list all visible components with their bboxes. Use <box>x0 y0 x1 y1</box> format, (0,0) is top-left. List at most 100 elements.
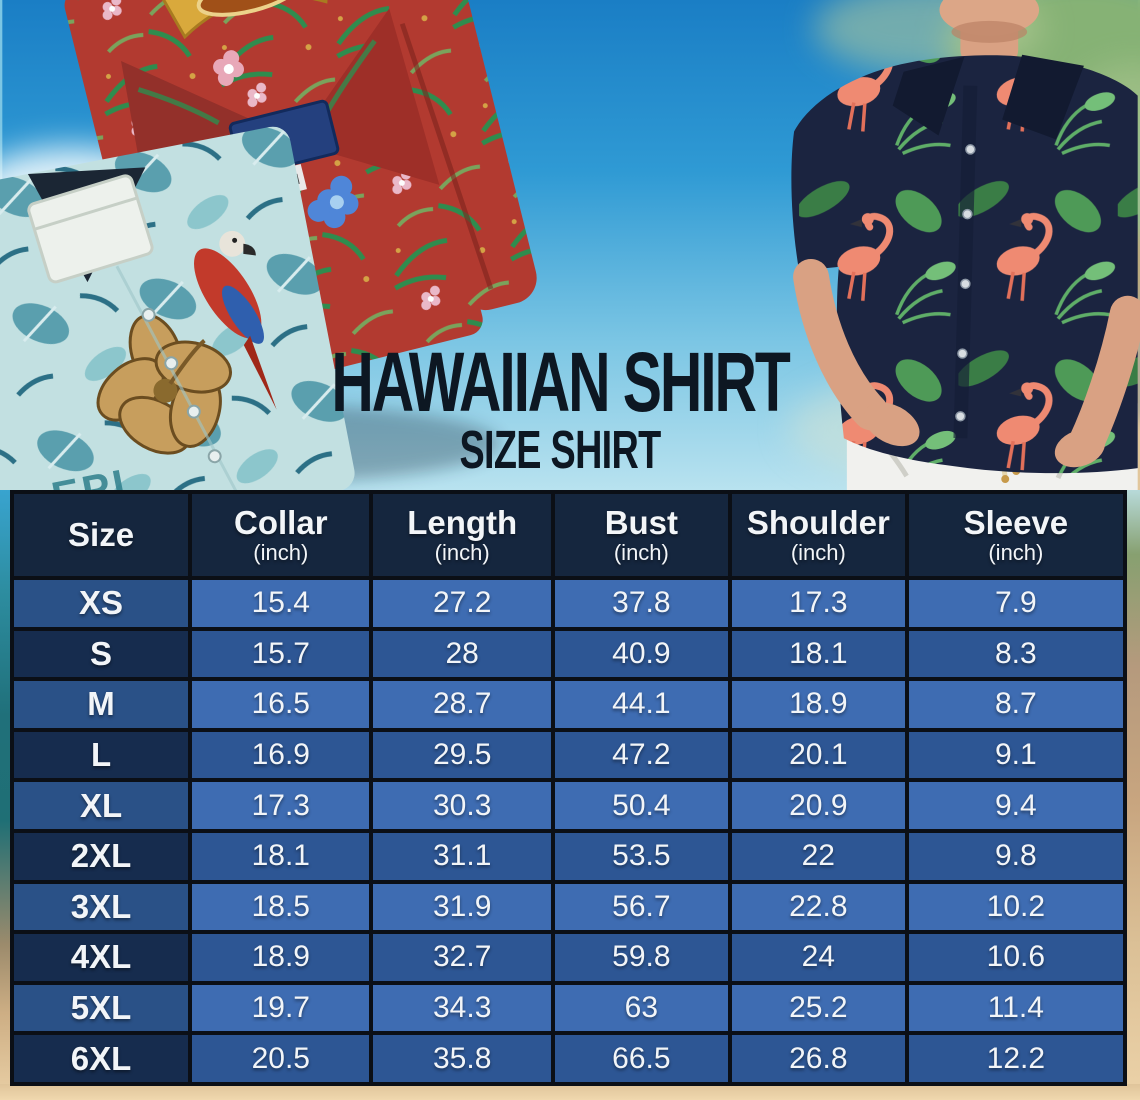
size-cell: 4XL <box>12 932 191 983</box>
value-cell: 10.2 <box>906 881 1125 933</box>
table-body: XS 15.4 27.2 37.8 17.3 7.9 S 15.7 28 40.9 18.1 8.3 M… <box>12 578 1125 1084</box>
table-row: 6XL 20.5 35.8 66.5 26.8 12.2 <box>12 1033 1125 1084</box>
column-header-label: Collar <box>234 504 328 542</box>
value-cell: 18.9 <box>729 679 907 730</box>
value-cell: 44.1 <box>552 679 730 730</box>
value-cell: 50.4 <box>552 780 730 831</box>
value-cell: 26.8 <box>729 1033 907 1084</box>
value-cell: 16.9 <box>190 729 372 781</box>
value-cell: 56.7 <box>552 881 730 933</box>
value-cell: 15.7 <box>190 628 372 680</box>
size-cell: S <box>12 628 191 680</box>
size-cell: XS <box>12 578 191 629</box>
teal-shirt-buttons <box>141 307 222 464</box>
folded-shirts-photo: M <box>0 0 537 490</box>
table-row: M 16.5 28.7 44.1 18.9 8.7 <box>12 679 1125 730</box>
value-cell: 10.6 <box>906 932 1125 983</box>
table-row: XS 15.4 27.2 37.8 17.3 7.9 <box>12 578 1125 629</box>
parrot <box>194 230 277 410</box>
value-cell: 18.5 <box>190 881 372 933</box>
value-cell: 22.8 <box>729 881 907 933</box>
hero-photo-collage: M <box>0 0 1140 490</box>
column-header-unit: (inch) <box>790 539 846 565</box>
table-row: 2XL 18.1 31.1 53.5 22 9.8 <box>12 830 1125 882</box>
value-cell: 20.9 <box>729 780 907 831</box>
value-cell: 18.1 <box>729 628 907 680</box>
column-header-label: Sleeve <box>963 504 1069 542</box>
page-subtitle: SIZE SHIRT <box>459 420 662 481</box>
value-cell: 9.8 <box>906 830 1125 882</box>
blue-hibiscus <box>307 175 359 229</box>
value-cell: 37.8 <box>552 578 730 629</box>
value-cell: 29.5 <box>371 729 553 781</box>
table-row: 5XL 19.7 34.3 63 25.2 11.4 <box>12 982 1125 1034</box>
hibiscus-flower <box>96 314 232 455</box>
value-cell: 66.5 <box>552 1033 730 1084</box>
value-cell: 17.3 <box>729 578 907 629</box>
value-cell: 8.3 <box>906 628 1125 680</box>
value-cell: 47.2 <box>552 729 730 781</box>
column-header-unit: (inch) <box>253 539 309 565</box>
title-block: HAWAIIAN SHIRT SIZE SHIRT <box>0 340 1120 481</box>
value-cell: 18.9 <box>190 932 372 983</box>
size-cell: XL <box>12 780 191 831</box>
column-header-label: Length <box>407 504 518 542</box>
column-header-unit: (inch) <box>988 539 1044 565</box>
value-cell: 28 <box>371 628 553 680</box>
value-cell: 40.9 <box>552 628 730 680</box>
table-row: 4XL 18.9 32.7 59.8 24 10.6 <box>12 932 1125 983</box>
column-header: Collar (inch) <box>190 492 372 578</box>
size-table: Size Collar (inch) Length (inch) Bust (i… <box>10 490 1127 1086</box>
size-cell: 5XL <box>12 982 191 1034</box>
value-cell: 53.5 <box>552 830 730 882</box>
chest-pocket <box>27 174 154 284</box>
value-cell: 34.3 <box>371 982 553 1034</box>
teal-hawaiian-shirt: EPL <box>0 126 355 490</box>
value-cell: 24 <box>729 932 907 983</box>
column-header: Sleeve (inch) <box>906 492 1125 578</box>
column-header: Shoulder (inch) <box>729 492 907 578</box>
value-cell: 8.7 <box>906 679 1125 730</box>
table-header-row: Size Collar (inch) Length (inch) Bust (i… <box>12 492 1125 578</box>
value-cell: 32.7 <box>371 932 553 983</box>
model-right-hand <box>1054 429 1106 468</box>
left-background-strip <box>0 480 13 1100</box>
column-header-label: Size <box>68 515 135 553</box>
value-cell: 9.1 <box>906 729 1125 781</box>
table-row: 3XL 18.5 31.9 56.7 22.8 10.2 <box>12 881 1125 933</box>
sand-bottom-strip <box>0 1084 1140 1100</box>
shirt-collar <box>892 54 1084 140</box>
value-cell: 15.4 <box>190 578 372 629</box>
value-cell: 25.2 <box>729 982 907 1034</box>
column-header-unit: (inch) <box>434 539 490 565</box>
right-background-strip <box>1126 480 1140 1100</box>
column-header: Size <box>12 492 191 578</box>
model-left-hand <box>863 402 920 447</box>
shirt-buttons <box>955 144 976 422</box>
gold-brand-banner <box>159 0 330 40</box>
value-cell: 30.3 <box>371 780 553 831</box>
pink-plumeria <box>213 50 244 86</box>
value-cell: 9.4 <box>906 780 1125 831</box>
value-cell: 31.9 <box>371 881 553 933</box>
model-photo <box>791 0 1140 490</box>
value-cell: 11.4 <box>906 982 1125 1034</box>
size-cell: 6XL <box>12 1033 191 1084</box>
size-cell: L <box>12 729 191 781</box>
value-cell: 20.1 <box>729 729 907 781</box>
value-cell: 17.3 <box>190 780 372 831</box>
table-row: S 15.7 28 40.9 18.1 8.3 <box>12 628 1125 680</box>
value-cell: 7.9 <box>906 578 1125 629</box>
value-cell: 20.5 <box>190 1033 372 1084</box>
size-cell: 3XL <box>12 881 191 933</box>
value-cell: 16.5 <box>190 679 372 730</box>
value-cell: 12.2 <box>906 1033 1125 1084</box>
column-header-label: Shoulder <box>746 504 890 542</box>
size-cell: 2XL <box>12 830 191 882</box>
value-cell: 63 <box>552 982 730 1034</box>
column-header-label: Bust <box>604 504 679 542</box>
value-cell: 19.7 <box>190 982 372 1034</box>
value-cell: 59.8 <box>552 932 730 983</box>
table-row: L 16.9 29.5 47.2 20.1 9.1 <box>12 729 1125 781</box>
